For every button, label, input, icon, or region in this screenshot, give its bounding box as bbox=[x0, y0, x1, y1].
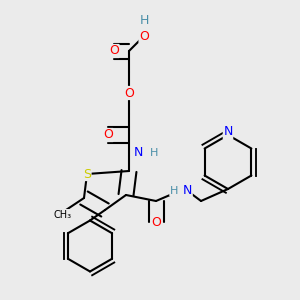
Text: O: O bbox=[139, 29, 149, 43]
Text: N: N bbox=[183, 184, 192, 197]
Text: O: O bbox=[103, 128, 113, 142]
Text: H: H bbox=[150, 148, 159, 158]
Text: O: O bbox=[124, 86, 134, 100]
Text: O: O bbox=[151, 215, 161, 229]
Text: S: S bbox=[83, 167, 91, 181]
Text: O: O bbox=[109, 44, 119, 58]
Text: H: H bbox=[170, 185, 178, 196]
Text: H: H bbox=[139, 14, 149, 28]
Text: N: N bbox=[133, 146, 143, 160]
Text: CH₃: CH₃ bbox=[54, 209, 72, 220]
Text: N: N bbox=[223, 125, 233, 139]
